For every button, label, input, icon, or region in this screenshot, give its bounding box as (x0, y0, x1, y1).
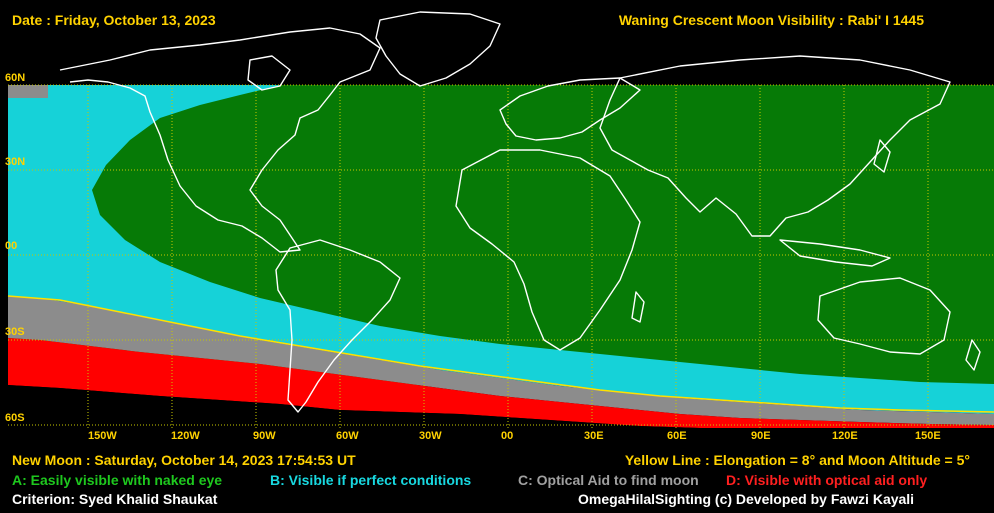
lon-label-150w: 150W (88, 430, 117, 442)
map-title: Waning Crescent Moon Visibility : Rabi' … (618, 12, 924, 28)
lon-label-90e: 90E (751, 430, 771, 442)
legend-b: B: Visible if perfect conditions (270, 472, 472, 488)
indonesia-coast (779, 239, 891, 267)
africa-coast (455, 149, 641, 351)
greenland-coast (375, 11, 501, 87)
lat-label-30n: 30N (5, 156, 26, 168)
hudson-bay (247, 55, 291, 91)
criterion-label: Criterion: Syed Khalid Shaukat (12, 491, 218, 507)
zone-c-region-south (8, 296, 994, 425)
credit-label: OmegaHilalSighting (c) Developed by Fawz… (578, 491, 915, 507)
date-label: Date : Friday, October 13, 2023 (12, 12, 216, 28)
lon-label-60w: 60W (336, 430, 359, 442)
new-zealand-coast (965, 339, 981, 371)
lon-label-00: 00 (501, 430, 514, 442)
north-america-coast (59, 27, 381, 253)
new-moon-label: New Moon : Saturday, October 14, 2023 17… (12, 452, 356, 468)
lon-label-30e: 30E (584, 430, 604, 442)
lat-label-30s: 30S (5, 326, 25, 338)
australia-coast (817, 277, 951, 355)
lon-label-30w: 30W (419, 430, 442, 442)
legend-c: C: Optical Aid to find moon (518, 472, 699, 488)
lon-label-90w: 90W (253, 430, 276, 442)
lon-label-150e: 150E (915, 430, 941, 442)
lon-label-120e: 120E (832, 430, 858, 442)
lon-label-120w: 120W (171, 430, 200, 442)
zone-c-region (8, 85, 48, 98)
legend-a: A: Easily visible with naked eye (12, 472, 223, 488)
japan-coast (873, 139, 891, 173)
no-visibility-region (8, 385, 994, 432)
yellow-line-label: Yellow Line : Elongation = 8° and Moon A… (624, 452, 970, 468)
madagascar-coast (631, 291, 645, 323)
south-america-coast (275, 239, 401, 413)
lat-label-60s: 60S (5, 412, 25, 424)
visibility-zones (8, 85, 994, 432)
europe-coast (499, 77, 641, 141)
asia-coast (599, 55, 951, 237)
coastlines (59, 11, 981, 413)
zone-b-region (8, 85, 994, 414)
zone-d-region (8, 338, 994, 428)
lat-label-00: 00 (5, 240, 18, 252)
yellow-limit-line (7, 295, 994, 413)
lon-label-60e: 60E (667, 430, 687, 442)
lat-label-60n: 60N (5, 72, 26, 84)
legend-d: D: Visible with optical aid only (726, 472, 928, 488)
graticule (8, 84, 994, 428)
